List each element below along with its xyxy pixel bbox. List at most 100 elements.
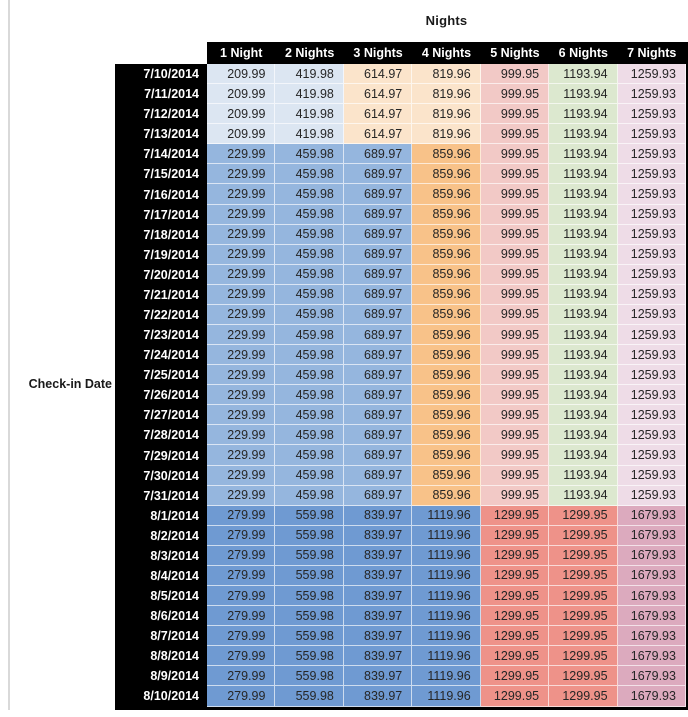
price-cell[interactable]: 419.98 bbox=[275, 124, 344, 145]
price-cell[interactable]: 999.95 bbox=[480, 204, 550, 225]
price-cell[interactable]: 839.97 bbox=[343, 686, 413, 707]
date-cell[interactable]: 8/7/2014 bbox=[115, 626, 207, 647]
date-cell[interactable]: 7/13/2014 bbox=[115, 124, 207, 145]
date-cell[interactable]: 7/19/2014 bbox=[115, 244, 207, 265]
price-cell[interactable]: 209.99 bbox=[207, 104, 276, 125]
price-cell[interactable]: 839.97 bbox=[343, 505, 413, 526]
price-cell[interactable]: 1193.94 bbox=[549, 485, 618, 506]
price-cell[interactable]: 689.97 bbox=[343, 365, 413, 386]
price-cell[interactable]: 229.99 bbox=[207, 284, 276, 305]
price-cell[interactable]: 999.95 bbox=[480, 284, 550, 305]
price-cell[interactable]: 1679.93 bbox=[617, 646, 686, 667]
price-cell[interactable]: 1259.93 bbox=[617, 485, 686, 506]
date-cell[interactable]: 7/31/2014 bbox=[115, 485, 207, 506]
price-cell[interactable]: 559.98 bbox=[275, 606, 344, 627]
price-cell[interactable]: 279.99 bbox=[207, 525, 276, 546]
price-cell[interactable]: 999.95 bbox=[480, 84, 550, 105]
price-cell[interactable]: 229.99 bbox=[207, 204, 276, 225]
price-cell[interactable]: 859.96 bbox=[412, 405, 481, 426]
price-cell[interactable]: 1299.95 bbox=[480, 626, 550, 647]
price-cell[interactable]: 559.98 bbox=[275, 565, 344, 587]
price-cell[interactable]: 819.96 bbox=[412, 124, 481, 145]
price-cell[interactable]: 279.99 bbox=[207, 565, 276, 587]
price-cell[interactable]: 614.97 bbox=[343, 64, 413, 85]
price-cell[interactable]: 999.95 bbox=[480, 304, 550, 326]
date-cell[interactable]: 7/17/2014 bbox=[115, 204, 207, 225]
price-cell[interactable]: 1299.95 bbox=[549, 545, 618, 566]
price-cell[interactable]: 1119.96 bbox=[412, 586, 481, 607]
price-cell[interactable]: 839.97 bbox=[343, 646, 413, 667]
price-cell[interactable]: 614.97 bbox=[343, 84, 413, 105]
price-cell[interactable]: 459.98 bbox=[275, 184, 344, 205]
price-cell[interactable]: 1119.96 bbox=[412, 505, 481, 526]
date-cell[interactable]: 7/12/2014 bbox=[115, 104, 207, 125]
price-cell[interactable]: 1259.93 bbox=[617, 425, 686, 446]
price-cell[interactable]: 559.98 bbox=[275, 666, 344, 687]
price-cell[interactable]: 689.97 bbox=[343, 345, 413, 366]
price-cell[interactable]: 689.97 bbox=[343, 224, 413, 245]
price-cell[interactable]: 459.98 bbox=[275, 325, 344, 346]
price-cell[interactable]: 1119.96 bbox=[412, 686, 481, 707]
price-cell[interactable]: 859.96 bbox=[412, 204, 481, 225]
price-cell[interactable]: 1259.93 bbox=[617, 325, 686, 346]
price-cell[interactable]: 1679.93 bbox=[617, 565, 686, 587]
price-cell[interactable]: 1193.94 bbox=[549, 304, 618, 326]
price-cell[interactable]: 1259.93 bbox=[617, 124, 686, 145]
price-cell[interactable]: 839.97 bbox=[343, 586, 413, 607]
price-cell[interactable]: 689.97 bbox=[343, 385, 413, 406]
price-cell[interactable]: 1679.93 bbox=[617, 666, 686, 687]
date-cell[interactable]: 8/1/2014 bbox=[115, 505, 207, 526]
price-cell[interactable]: 1299.95 bbox=[549, 505, 618, 526]
price-cell[interactable]: 229.99 bbox=[207, 405, 276, 426]
price-cell[interactable]: 229.99 bbox=[207, 264, 276, 285]
price-cell[interactable]: 1299.95 bbox=[480, 606, 550, 627]
price-cell[interactable]: 1259.93 bbox=[617, 345, 686, 366]
price-cell[interactable]: 859.96 bbox=[412, 224, 481, 245]
price-cell[interactable]: 1259.93 bbox=[617, 184, 686, 205]
price-cell[interactable]: 559.98 bbox=[275, 686, 344, 707]
price-cell[interactable]: 1119.96 bbox=[412, 666, 481, 687]
price-cell[interactable]: 1299.95 bbox=[549, 666, 618, 687]
price-cell[interactable]: 459.98 bbox=[275, 385, 344, 406]
date-cell[interactable]: 7/26/2014 bbox=[115, 385, 207, 406]
price-cell[interactable]: 999.95 bbox=[480, 224, 550, 245]
price-cell[interactable]: 459.98 bbox=[275, 485, 344, 506]
price-cell[interactable]: 999.95 bbox=[480, 485, 550, 506]
price-cell[interactable]: 1679.93 bbox=[617, 525, 686, 546]
price-cell[interactable]: 859.96 bbox=[412, 304, 481, 326]
date-cell[interactable]: 7/28/2014 bbox=[115, 425, 207, 446]
price-cell[interactable]: 1299.95 bbox=[549, 606, 618, 627]
price-cell[interactable]: 229.99 bbox=[207, 345, 276, 366]
price-cell[interactable]: 1193.94 bbox=[549, 345, 618, 366]
price-cell[interactable]: 1119.96 bbox=[412, 626, 481, 647]
price-cell[interactable]: 1193.94 bbox=[549, 264, 618, 285]
price-cell[interactable]: 1193.94 bbox=[549, 184, 618, 205]
price-cell[interactable]: 279.99 bbox=[207, 505, 276, 526]
price-cell[interactable]: 689.97 bbox=[343, 405, 413, 426]
price-cell[interactable]: 1299.95 bbox=[480, 646, 550, 667]
price-cell[interactable]: 1259.93 bbox=[617, 465, 686, 486]
date-cell[interactable]: 8/2/2014 bbox=[115, 525, 207, 546]
date-cell[interactable]: 7/25/2014 bbox=[115, 365, 207, 386]
price-cell[interactable]: 999.95 bbox=[480, 445, 550, 466]
price-cell[interactable]: 859.96 bbox=[412, 264, 481, 285]
price-cell[interactable]: 1119.96 bbox=[412, 646, 481, 667]
column-header[interactable]: 5 Nights bbox=[490, 46, 540, 60]
price-cell[interactable]: 1259.93 bbox=[617, 84, 686, 105]
date-cell[interactable]: 7/29/2014 bbox=[115, 445, 207, 466]
price-cell[interactable]: 559.98 bbox=[275, 626, 344, 647]
price-cell[interactable]: 859.96 bbox=[412, 144, 481, 165]
price-cell[interactable]: 459.98 bbox=[275, 304, 344, 326]
price-cell[interactable]: 459.98 bbox=[275, 164, 344, 185]
price-cell[interactable]: 1259.93 bbox=[617, 405, 686, 426]
column-header[interactable]: 4 Nights bbox=[421, 46, 472, 60]
price-cell[interactable]: 1259.93 bbox=[617, 164, 686, 185]
price-cell[interactable]: 1259.93 bbox=[617, 244, 686, 265]
price-cell[interactable]: 229.99 bbox=[207, 445, 276, 466]
price-cell[interactable]: 419.98 bbox=[275, 84, 344, 105]
price-cell[interactable]: 999.95 bbox=[480, 264, 550, 285]
price-cell[interactable]: 614.97 bbox=[343, 124, 413, 145]
date-cell[interactable]: 7/11/2014 bbox=[115, 84, 207, 105]
price-cell[interactable]: 999.95 bbox=[480, 405, 550, 426]
price-cell[interactable]: 229.99 bbox=[207, 325, 276, 346]
